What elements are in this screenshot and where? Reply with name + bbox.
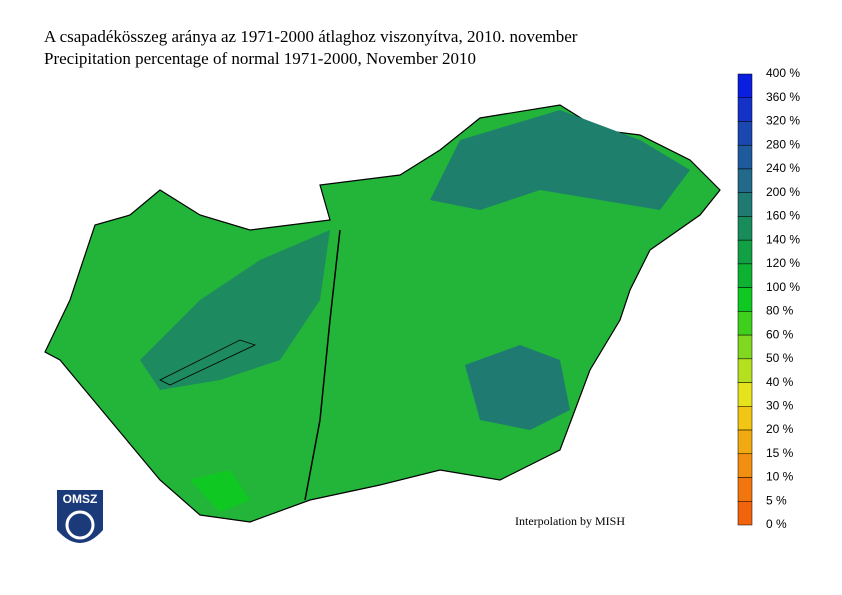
- colorbar-segment: [737, 263, 753, 288]
- colorbar-segment: [737, 477, 753, 502]
- colorbar-label: 240 %: [766, 161, 800, 175]
- colorbar-segment: [737, 168, 753, 193]
- colorbar-segment: [737, 334, 753, 360]
- colorbar-segment: [737, 382, 753, 407]
- colorbar-label: 15 %: [766, 446, 794, 460]
- colorbar-segment: [737, 144, 753, 170]
- colorbar-label: 280 %: [766, 137, 800, 151]
- colorbar-label: 360 %: [766, 90, 800, 104]
- colorbar-label: 30 %: [766, 398, 794, 412]
- colorbar-segment: [737, 311, 753, 336]
- colorbar-segment: [737, 429, 753, 455]
- colorbar-segment: [737, 216, 753, 241]
- colorbar-segment: [737, 73, 753, 98]
- colorbar-segment: [737, 406, 753, 431]
- colorbar-label: 40 %: [766, 375, 794, 389]
- colorbar-label: 140 %: [766, 232, 800, 246]
- credit: Interpolation by MISH: [515, 514, 625, 528]
- colorbar-segment: [737, 501, 753, 526]
- colorbar-segment: [737, 192, 753, 217]
- colorbar-segment: [737, 121, 753, 146]
- colorbar-segment: [737, 97, 753, 122]
- colorbar-label: 100 %: [766, 280, 800, 294]
- map: [44, 104, 721, 523]
- colorbar-segment: [737, 358, 753, 383]
- colorbar-label: 60 %: [766, 327, 794, 341]
- colorbar-segment: [737, 453, 753, 478]
- colorbar-label: 200 %: [766, 185, 800, 199]
- logo-text: OMSZ: [63, 492, 98, 506]
- colorbar-label: 0 %: [766, 517, 787, 531]
- subtitle: Precipitation percentage of normal 1971-…: [44, 49, 476, 68]
- colorbar-label: 5 %: [766, 493, 787, 507]
- colorbar-label: 160 %: [766, 209, 800, 223]
- colorbar-label: 50 %: [766, 351, 794, 365]
- colorbar-segment: [737, 239, 753, 265]
- colorbar-segment: [737, 287, 753, 312]
- colorbar-label: 20 %: [766, 422, 794, 436]
- logo: OMSZ: [57, 490, 103, 543]
- title: A csapadékösszeg aránya az 1971-2000 átl…: [44, 27, 578, 46]
- colorbar: 400 % 360 % 320 % 280 % 240 % 200 % 160 % 140 %…: [737, 66, 800, 531]
- colorbar-label: 80 %: [766, 304, 794, 318]
- colorbar-label: 400 %: [766, 66, 800, 80]
- colorbar-label: 120 %: [766, 256, 800, 270]
- colorbar-label: 10 %: [766, 470, 794, 484]
- colorbar-label: 320 %: [766, 114, 800, 128]
